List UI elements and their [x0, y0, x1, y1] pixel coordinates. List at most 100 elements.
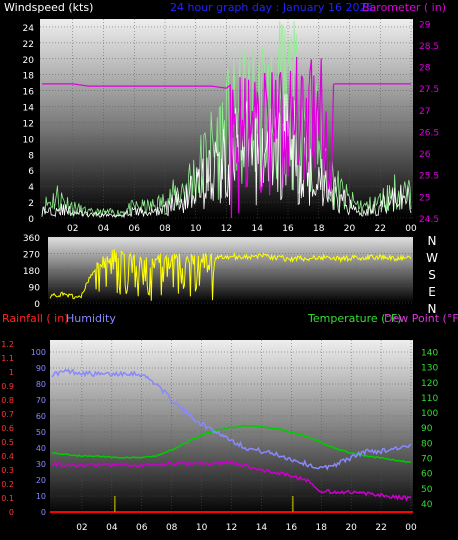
direction-plot [49, 249, 412, 301]
humidity-tick-label: 50 [36, 428, 46, 437]
temperature-tick-label: 60 [421, 470, 433, 480]
barometer-tick-label: 26.5 [419, 128, 439, 138]
rainfall-axis-title: Rainfall ( in) [2, 312, 69, 325]
barometer-tick-label: 29 [419, 20, 431, 30]
temperature-tick-label: 100 [421, 409, 438, 419]
temperature-axis-title: Temperature (°F) [307, 312, 402, 325]
temperature-tick-label: 50 [421, 485, 433, 495]
x-tick-label: 16 [286, 523, 298, 533]
temperature-x-axis: 02 04 06 08 10 12 14 16 18 20 22 00 [76, 523, 417, 533]
wind-gust-line [41, 20, 412, 218]
wind-tick-label: 16 [23, 88, 35, 98]
rainfall-tick-label: 0.5 [1, 438, 14, 447]
barometer-axis-title: Barometer ( in) [362, 1, 446, 14]
humidity-tick-label: 20 [36, 476, 46, 485]
barometer-y-axis: 24.5 25 25.5 26 26.5 27 27.5 28 28.5 29 [419, 20, 439, 225]
wind-tick-label: 20 [23, 56, 35, 66]
wind-x-axis: 02 04 06 08 10 12 14 16 18 20 22 00 [67, 224, 417, 234]
rainfall-tick-label: 0.7 [1, 410, 14, 419]
compass-letter: E [428, 285, 436, 299]
rainfall-tick-label: 0.6 [1, 424, 14, 433]
wind-tick-label: 4 [28, 183, 34, 193]
x-tick-label: 10 [196, 523, 208, 533]
dew-point-line [51, 459, 412, 502]
rainfall-tick-label: 0.3 [1, 466, 14, 475]
humidity-tick-label: 10 [36, 492, 46, 501]
compass-letter: N [428, 234, 437, 248]
barometer-tick-label: 24.5 [419, 215, 439, 225]
rainfall-tick-label: 0.9 [1, 382, 14, 391]
direction-tick-label: 270 [23, 251, 40, 261]
compass-letter: W [426, 251, 438, 265]
x-tick-label: 18 [313, 224, 325, 234]
humidity-line [51, 368, 412, 471]
humidity-tick-label: 90 [36, 364, 46, 373]
rainfall-tick-label: 0 [9, 508, 14, 517]
barometer-tick-label: 27 [419, 107, 430, 117]
rainfall-tick-label: 1.2 [1, 340, 14, 349]
barometer-tick-label: 26 [419, 150, 431, 160]
barometer-tick-label: 28.5 [419, 42, 439, 52]
temperature-plot [50, 368, 413, 513]
x-tick-label: 00 [405, 523, 417, 533]
temperature-tick-label: 70 [421, 455, 433, 465]
compass-letter: N [428, 302, 437, 316]
wind-tick-label: 12 [23, 119, 34, 129]
x-tick-label: 06 [129, 224, 141, 234]
rainfall-tick-label: 0.1 [1, 494, 14, 503]
wind-tick-label: 10 [23, 135, 35, 145]
wind-tick-label: 14 [23, 104, 35, 114]
direction-tick-label: 360 [23, 234, 40, 244]
humidity-axis-title: Humidity [66, 312, 116, 325]
humidity-tick-label: 70 [36, 396, 46, 405]
temperature-tick-label: 140 [421, 349, 438, 359]
x-tick-label: 02 [67, 224, 78, 234]
wind-tick-label: 22 [23, 40, 34, 50]
humidity-tick-label: 60 [36, 412, 46, 421]
rainfall-tick-label: 0.4 [1, 452, 14, 461]
wind-tick-label: 0 [28, 215, 34, 225]
x-tick-label: 20 [344, 224, 356, 234]
rainfall-tick-label: 1.1 [1, 354, 14, 363]
x-tick-label: 22 [375, 224, 386, 234]
x-tick-label: 06 [136, 523, 148, 533]
direction-y-axis: 0 90 180 270 360 [23, 234, 40, 310]
temperature-tick-label: 40 [421, 500, 433, 510]
wind-direction-line [49, 249, 412, 301]
x-tick-label: 14 [256, 523, 268, 533]
x-tick-label: 04 [98, 224, 110, 234]
rainfall-tick-label: 0.2 [1, 480, 14, 489]
compass-letter: S [428, 268, 436, 282]
temperature-tick-label: 90 [421, 424, 433, 434]
wind-axis-title: Windspeed (kts) [4, 1, 93, 14]
humidity-tick-label: 0 [41, 508, 46, 517]
x-tick-label: 22 [375, 523, 386, 533]
rainfall-y-axis: 0 0.1 0.2 0.3 0.4 0.5 0.6 0.7 0.8 0.9 1 1.1 1.2 [1, 340, 14, 517]
temperature-tick-label: 120 [421, 379, 438, 389]
x-tick-label: 16 [282, 224, 294, 234]
temperature-tick-label: 130 [421, 364, 438, 374]
wind-speed-line [41, 93, 412, 219]
x-tick-label: 00 [405, 224, 417, 234]
wind-tick-label: 2 [28, 199, 34, 209]
temperature-tick-label: 110 [421, 394, 438, 404]
humidity-tick-label: 100 [31, 348, 46, 357]
wind-tick-label: 24 [23, 24, 35, 34]
wind-tick-label: 18 [23, 72, 35, 82]
x-tick-label: 08 [159, 224, 171, 234]
x-tick-label: 10 [190, 224, 202, 234]
x-tick-label: 04 [106, 523, 118, 533]
direction-tick-label: 0 [34, 300, 40, 310]
wind-tick-label: 8 [28, 151, 34, 161]
temperature-tick-label: 80 [421, 439, 433, 449]
barometer-tick-label: 28 [419, 64, 431, 74]
x-tick-label: 08 [166, 523, 178, 533]
humidity-y-axis: 0 10 20 30 40 50 60 70 80 90 100 [31, 348, 46, 517]
humidity-tick-label: 40 [36, 444, 46, 453]
x-tick-label: 14 [252, 224, 264, 234]
x-tick-label: 18 [316, 523, 328, 533]
rainfall-tick-label: 1 [9, 368, 14, 377]
barometer-tick-label: 25 [419, 193, 430, 203]
temperature-line [51, 424, 412, 463]
